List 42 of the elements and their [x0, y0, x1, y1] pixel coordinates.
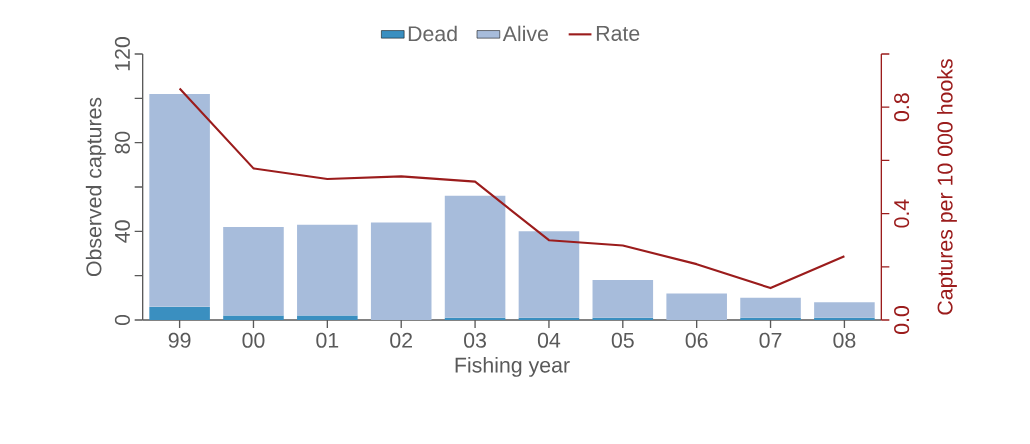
x-tick-label: 02 — [390, 332, 412, 348]
bar — [814, 317, 875, 320]
x-tick-label: 00 — [242, 332, 265, 348]
y2-tick-label: 0.0 — [894, 306, 910, 334]
y2-tick-label: 0.4 — [894, 199, 910, 228]
x-tick-label: 07 — [759, 332, 782, 348]
y-axis-title: Observed captures — [85, 97, 106, 277]
bar — [518, 317, 580, 320]
x-tick-label: 03 — [464, 332, 486, 348]
legend-label: Alive — [502, 25, 548, 42]
x-tick-label: 05 — [611, 332, 634, 348]
bar — [444, 317, 506, 320]
x-tick-label: 08 — [833, 332, 856, 348]
x-axis-title: Fishing year — [455, 356, 570, 377]
x-tick-label: 04 — [537, 332, 561, 348]
bar — [149, 93, 210, 307]
bar — [592, 317, 654, 320]
bar — [814, 302, 875, 318]
y2-axis-title: Captures per 10 000 hooks — [936, 59, 957, 315]
bar — [149, 306, 210, 320]
bar — [223, 226, 284, 316]
bar — [444, 195, 506, 318]
bar — [223, 315, 284, 320]
y-tick-label: 40 — [114, 220, 130, 243]
bar — [518, 231, 580, 318]
x-tick-label: 01 — [316, 332, 339, 348]
bar — [297, 315, 358, 320]
y-tick-label: 80 — [114, 131, 130, 154]
bar — [740, 317, 801, 320]
x-tick-label: 99 — [168, 332, 191, 348]
legend-label: Rate — [596, 26, 640, 41]
y-tick-label: 0 — [114, 314, 130, 326]
bar — [666, 293, 727, 320]
bar — [297, 224, 358, 316]
y-tick-label: 120 — [114, 37, 130, 71]
bar — [592, 280, 654, 318]
bar — [370, 222, 432, 320]
y2-tick-label: 0.8 — [894, 93, 910, 122]
x-tick-label: 06 — [685, 332, 708, 348]
line-series — [178, 87, 846, 290]
bar — [740, 297, 801, 318]
legend-label: Dead — [408, 25, 457, 42]
